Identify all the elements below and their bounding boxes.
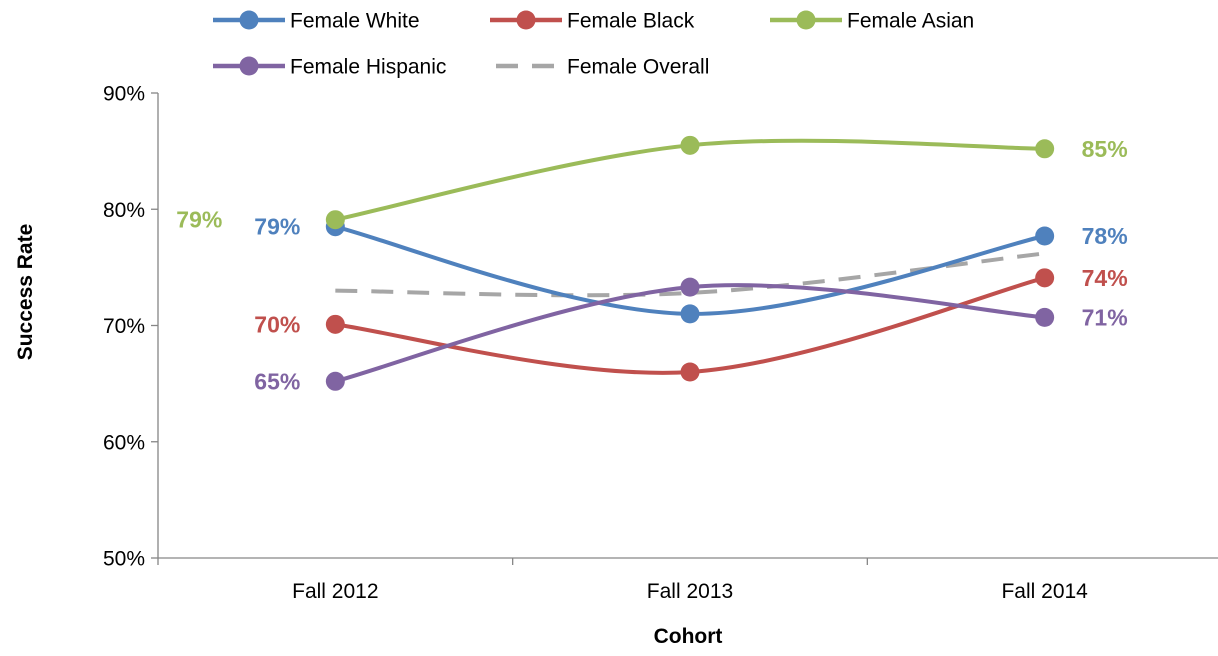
legend-item-female-asian: Female Asian <box>770 10 974 33</box>
series-female-white <box>325 217 1055 324</box>
legend-item-female-overall: Female Overall <box>496 56 709 79</box>
data-point-female-black <box>325 314 345 334</box>
x-tick-label: Fall 2012 <box>292 580 378 603</box>
legend-label-female-white: Female White <box>290 10 420 33</box>
legend-marker-female-white <box>239 10 259 30</box>
legend-marker-female-asian <box>796 10 816 30</box>
data-point-female-black <box>1035 268 1055 288</box>
data-point-female-asian <box>1035 139 1055 159</box>
series-female-asian <box>325 135 1055 230</box>
data-labels: 79% 78% 70% 74% 79% 85% 65% 71% <box>176 136 1128 394</box>
data-label-female-white: 78% <box>1082 223 1128 249</box>
legend-item-female-black: Female Black <box>490 10 695 33</box>
axes: Success Rate Cohort 50% 60% 70% 80% 90% Fall … <box>14 83 1218 648</box>
data-point-female-hispanic <box>1035 307 1055 327</box>
legend-marker-female-hispanic <box>239 56 259 76</box>
data-point-female-black <box>680 362 700 382</box>
x-tick-label: Fall 2013 <box>647 580 733 603</box>
legend-label-female-hispanic: Female Hispanic <box>290 56 446 79</box>
y-tick-label: 90% <box>103 83 145 106</box>
data-label-female-black: 74% <box>1082 265 1128 291</box>
data-label-female-hispanic: 71% <box>1082 304 1128 330</box>
y-tick-label: 60% <box>103 431 145 454</box>
y-tick-label: 70% <box>103 315 145 338</box>
series-female-hispanic <box>325 277 1055 391</box>
series-female-overall <box>335 251 1045 298</box>
data-point-female-white <box>1035 226 1055 246</box>
x-tick-label: Fall 2014 <box>1001 580 1088 603</box>
data-point-female-hispanic <box>680 277 700 297</box>
data-label-female-white: 79% <box>254 214 300 240</box>
series-line-female-white <box>333 224 1047 316</box>
data-point-female-asian <box>680 135 700 155</box>
series-lines <box>325 135 1055 391</box>
x-axis-title: Cohort <box>654 625 723 648</box>
legend-item-female-hispanic: Female Hispanic <box>213 56 446 79</box>
y-tick-label: 80% <box>103 199 145 222</box>
legend-marker-female-black <box>516 10 536 30</box>
data-point-female-hispanic <box>325 371 345 391</box>
y-axis-title: Success Rate <box>14 224 37 361</box>
data-point-female-asian <box>325 210 345 230</box>
series-line-female-overall <box>335 251 1045 298</box>
legend-label-female-overall: Female Overall <box>567 56 709 79</box>
data-label-female-asian: 79% <box>176 207 222 233</box>
data-label-female-hispanic: 65% <box>254 368 300 394</box>
data-label-female-black: 70% <box>254 311 300 337</box>
legend-label-female-asian: Female Asian <box>847 10 974 33</box>
legend-item-female-white: Female White <box>213 10 420 33</box>
y-tick-label: 50% <box>103 548 145 571</box>
data-point-female-white <box>680 304 700 324</box>
data-label-female-asian: 85% <box>1082 136 1128 162</box>
legend: Female White Female Black Female Asian Fema… <box>213 10 974 79</box>
legend-label-female-black: Female Black <box>567 10 695 33</box>
